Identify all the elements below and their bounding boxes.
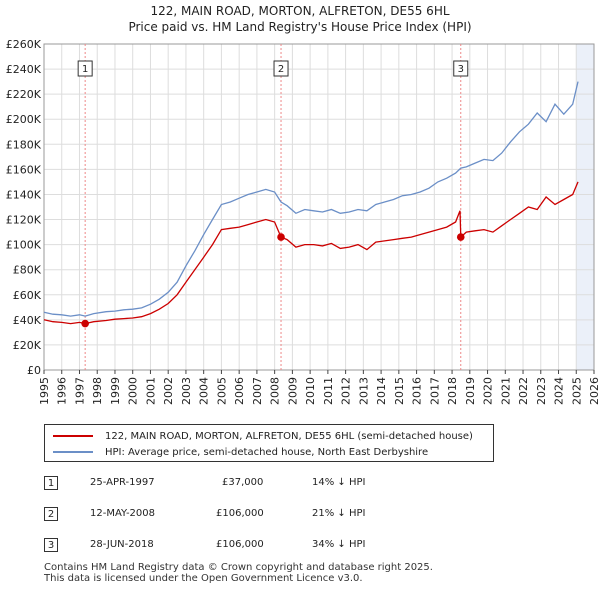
y-tick-label: £240K [6, 63, 42, 76]
y-axis-ticks: £0 £20K £40K £60K £80K £100K £120K £140K £160K £1… [6, 38, 42, 377]
sale-number-box: 3 [453, 60, 469, 77]
y-tick-label: £80K [13, 264, 42, 277]
transaction-number: 1 [44, 476, 58, 490]
x-tick-label: 1997 [73, 377, 86, 405]
x-tick-label: 1999 [109, 377, 122, 405]
y-tick-label: £160K [6, 163, 42, 176]
sale-point [81, 319, 89, 328]
y-tick-label: £0 [27, 364, 41, 377]
x-tick-label: 2003 [180, 377, 193, 405]
sale-point [277, 233, 285, 241]
x-tick-label: 2015 [393, 377, 406, 405]
x-tick-label: 2013 [357, 377, 370, 405]
y-tick-label: £200K [6, 113, 42, 126]
hpi-series-line [43, 81, 579, 317]
property-series-line [43, 181, 579, 325]
sale-number-box: 1 [77, 60, 93, 77]
y-tick-label: £120K [6, 214, 42, 227]
gridlines [43, 43, 595, 371]
footer-licence: This data is licensed under the Open Gov… [44, 573, 363, 584]
x-tick-label: 2019 [464, 377, 477, 405]
x-tick-label: 2009 [286, 377, 299, 405]
transaction-row: 1 25-APR-1997 £37,000 14% ↓ HPI [44, 476, 464, 494]
transaction-hpi-diff: 14% ↓ HPI [312, 477, 366, 488]
y-tick-label: £40K [13, 314, 42, 327]
sale-box-label: 1 [82, 64, 88, 75]
x-tick-label: 2021 [499, 377, 512, 405]
x-tick-label: 2016 [411, 377, 424, 405]
x-axis-ticks: 1995 1996 1997 1998 1999 2000 2001 2002 2003 2004… [38, 370, 600, 405]
x-tick-label: 2011 [322, 377, 335, 405]
transaction-date: 12-MAY-2008 [90, 508, 156, 519]
x-tick-label: 2017 [428, 377, 441, 405]
x-tick-label: 2022 [517, 377, 530, 405]
legend-label-hpi: HPI: Average price, semi-detached house,… [105, 446, 429, 458]
transaction-price: £106,000 [216, 539, 264, 550]
sale-box-frame [273, 60, 289, 77]
y-tick-label: £140K [6, 188, 42, 201]
x-tick-label: 2007 [251, 377, 264, 405]
x-tick-label: 2023 [535, 377, 548, 405]
transaction-date: 25-APR-1997 [90, 477, 155, 488]
legend: 122, MAIN ROAD, MORTON, ALFRETON, DE55 6… [44, 424, 494, 462]
transaction-number: 3 [44, 538, 58, 552]
sale-box-frame [77, 60, 93, 77]
legend-swatch-property [53, 435, 93, 437]
legend-item-hpi: HPI: Average price, semi-detached house,… [53, 445, 428, 459]
x-tick-label: 2010 [304, 377, 317, 405]
legend-label-property: 122, MAIN ROAD, MORTON, ALFRETON, DE55 6… [105, 430, 473, 442]
x-tick-label: 2001 [144, 377, 157, 405]
legend-swatch-hpi [53, 451, 93, 453]
x-tick-label: 2024 [553, 377, 566, 405]
x-tick-label: 2020 [482, 377, 495, 405]
x-tick-label: 2008 [269, 377, 282, 405]
transaction-row: 2 12-MAY-2008 £106,000 21% ↓ HPI [44, 507, 464, 525]
x-tick-label: 2012 [340, 377, 353, 405]
sale-number-box: 2 [273, 60, 289, 77]
plot-border [43, 43, 595, 371]
y-tick-label: £20K [13, 339, 42, 352]
sale-box-frame [453, 60, 469, 77]
x-tick-label: 2004 [198, 377, 211, 405]
plot-area [44, 44, 594, 370]
y-tick-label: £60K [13, 289, 42, 302]
x-tick-label: 2025 [570, 377, 583, 405]
transaction-date: 28-JUN-2018 [90, 539, 154, 550]
footer-copyright: Contains HM Land Registry data © Crown c… [44, 562, 433, 573]
sale-points [81, 233, 465, 328]
x-tick-label: 2026 [588, 377, 600, 405]
sale-box-label: 2 [278, 64, 284, 75]
sale-box-label: 3 [458, 64, 464, 75]
x-tick-label: 2000 [127, 377, 140, 405]
legend-item-property: 122, MAIN ROAD, MORTON, ALFRETON, DE55 6… [53, 429, 473, 443]
x-tick-label: 1996 [56, 377, 69, 405]
transaction-price: £106,000 [216, 508, 264, 519]
sale-point [456, 233, 465, 241]
x-tick-label: 1995 [38, 377, 51, 405]
x-tick-label: 2002 [162, 377, 175, 405]
series-group [43, 81, 579, 325]
y-tick-label: £220K [6, 88, 42, 101]
sale-number-boxes: 1 2 3 [77, 60, 469, 77]
transaction-number: 2 [44, 507, 58, 521]
price-chart: 1 2 3 £0 £20K £40K £60K £80K £100K £120K £140K £16… [6, 38, 600, 405]
x-tick-label: 2006 [233, 377, 246, 405]
x-tick-label: 1998 [91, 377, 104, 405]
x-tick-label: 2018 [446, 377, 459, 405]
transaction-hpi-diff: 21% ↓ HPI [312, 508, 366, 519]
y-tick-label: £260K [6, 38, 42, 51]
x-tick-label: 2014 [375, 377, 388, 405]
x-tick-label: 2005 [215, 377, 228, 405]
chart-title-line2: Price paid vs. HM Land Registry's House … [128, 20, 472, 34]
y-tick-label: £100K [6, 239, 42, 252]
chart-title-line1: 122, MAIN ROAD, MORTON, ALFRETON, DE55 6… [150, 4, 450, 18]
transaction-hpi-diff: 34% ↓ HPI [312, 539, 366, 550]
future-shading [576, 44, 594, 370]
y-tick-label: £180K [6, 138, 42, 151]
transaction-price: £37,000 [222, 477, 264, 488]
transaction-row: 3 28-JUN-2018 £106,000 34% ↓ HPI [44, 538, 464, 556]
